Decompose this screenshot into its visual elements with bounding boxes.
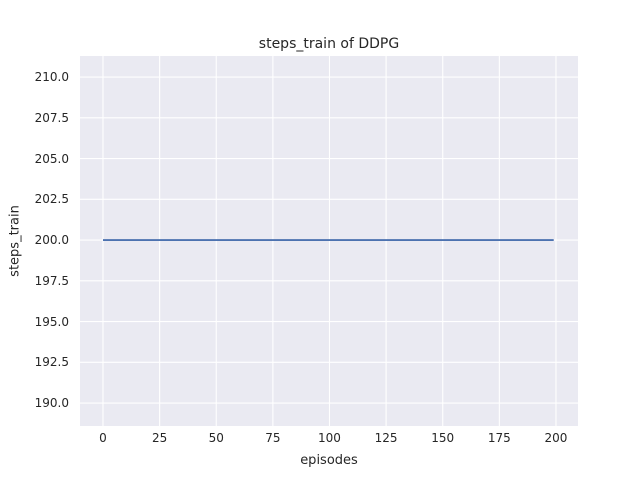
plot-canvas <box>80 56 578 426</box>
x-axis-label: episodes <box>300 453 358 468</box>
y-tick-label: 207.5 <box>34 110 69 125</box>
x-tick-label: 50 <box>208 431 224 445</box>
y-tick-label: 202.5 <box>34 192 69 207</box>
x-tick-label: 25 <box>151 431 168 445</box>
x-tick-label: 150 <box>431 431 455 445</box>
y-tick-label: 205.0 <box>34 151 69 166</box>
y-tick-label: 200.0 <box>34 233 69 248</box>
y-axis-label: steps_train <box>7 205 23 277</box>
x-tick-label: 200 <box>544 431 568 445</box>
plot-area <box>80 56 578 426</box>
y-tick-label: 190.0 <box>34 396 69 411</box>
y-tick-label: 197.5 <box>34 273 69 288</box>
x-tick-label: 100 <box>318 431 341 445</box>
y-tick-label: 192.5 <box>34 355 69 370</box>
x-tick-label: 75 <box>265 431 281 445</box>
chart-title: steps_train of DDPG <box>258 36 400 52</box>
x-tick-label: 0 <box>99 431 107 445</box>
x-tick-label: 175 <box>487 431 511 445</box>
y-tick-label: 195.0 <box>34 314 69 329</box>
y-tick-label: 210.0 <box>34 70 69 85</box>
x-tick-label: 125 <box>374 431 398 445</box>
